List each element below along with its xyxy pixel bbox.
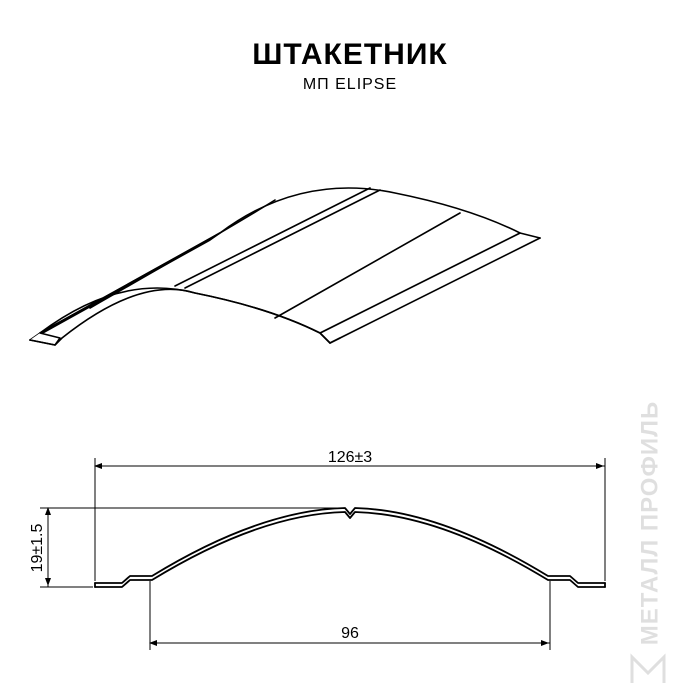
product-subtitle: МП ELIPSE (0, 76, 700, 94)
dim-height: 19±1.5 (29, 523, 46, 572)
product-title: ШТАКЕТНИК (0, 38, 700, 72)
header: ШТАКЕТНИК МП ELIPSE (0, 38, 700, 94)
dim-inner-width: 96 (341, 625, 359, 642)
cross-section-view: 126±3 96 19±1.5 (0, 448, 700, 678)
isometric-view (0, 158, 700, 388)
technical-drawing: ШТАКЕТНИК МП ELIPSE (0, 38, 700, 700)
dim-total-width: 126±3 (328, 449, 372, 466)
